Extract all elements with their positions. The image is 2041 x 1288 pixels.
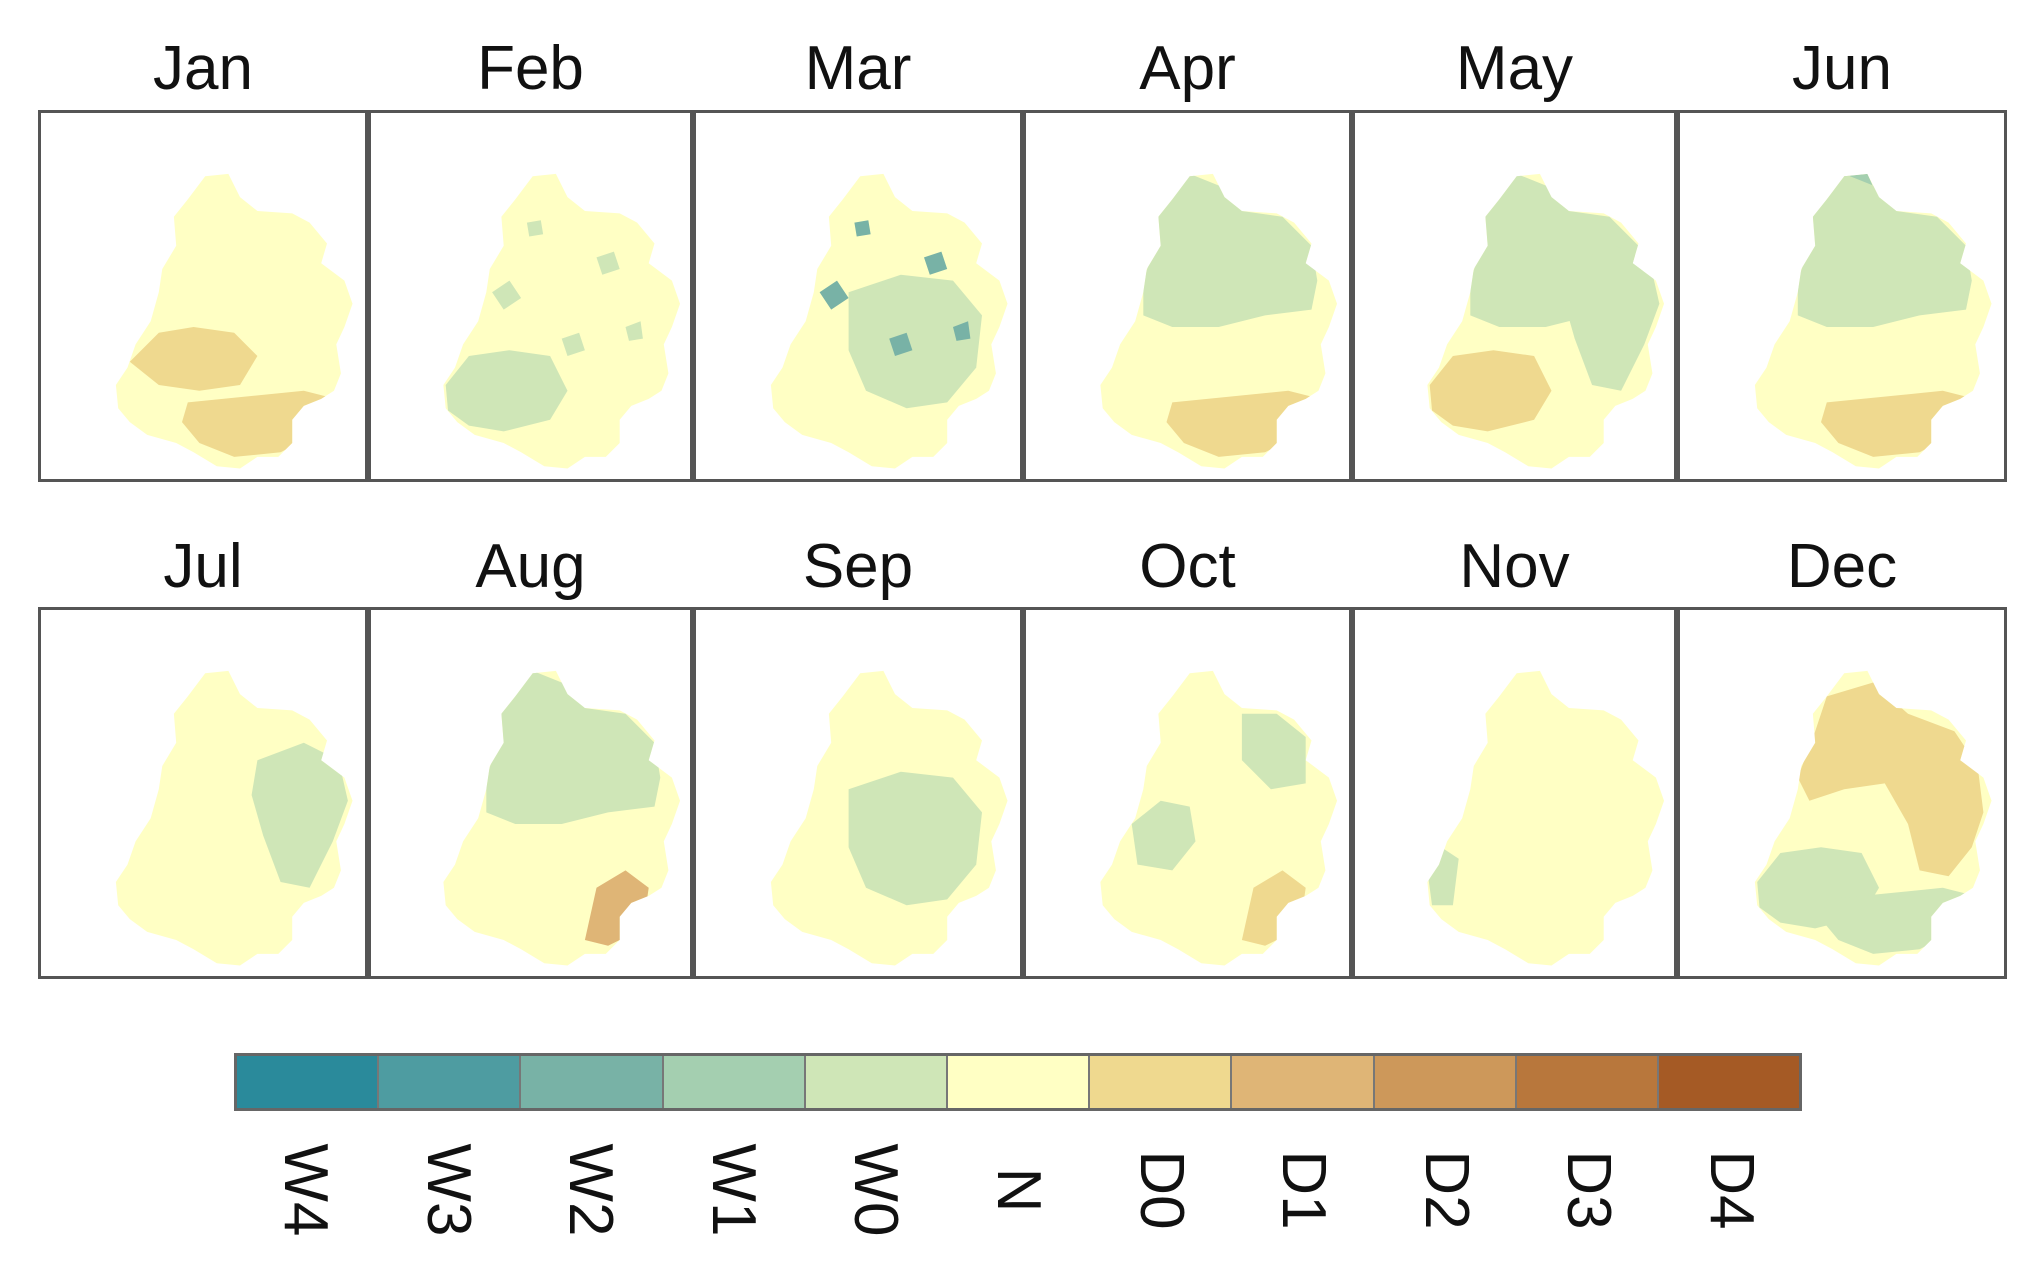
legend-swatch-d4	[1658, 1056, 1800, 1108]
legend-swatch-d1	[1232, 1056, 1375, 1108]
legend-label-w0: W0	[841, 1143, 911, 1237]
region-w0-may-1	[1563, 245, 1660, 391]
map-panel-may	[1352, 110, 1677, 482]
basin-map-oct	[1100, 670, 1338, 966]
region-w0-jun-1	[1797, 173, 1972, 327]
map-panel-feb	[368, 110, 693, 482]
month-title-aug: Aug	[475, 532, 586, 601]
basin-map-jun	[1754, 173, 1992, 469]
legend-swatch-w3	[379, 1056, 522, 1108]
map-panel-aug	[368, 607, 693, 979]
month-title-feb: Feb	[477, 34, 584, 103]
legend-label-d2: D2	[1411, 1150, 1481, 1230]
legend-label-d0: D0	[1126, 1150, 1196, 1230]
legend-label-w3: W3	[413, 1143, 483, 1237]
legend-label-n: N	[984, 1167, 1053, 1213]
legend-label-w1: W1	[698, 1143, 768, 1237]
map-panel-oct	[1023, 607, 1352, 979]
region-w0-sep-0	[848, 771, 982, 906]
month-title-apr: Apr	[1139, 34, 1236, 103]
legend-label-d4: D4	[1696, 1150, 1766, 1230]
month-title-nov: Nov	[1459, 532, 1570, 601]
month-title-jun: Jun	[1792, 34, 1892, 103]
map-panel-jan	[38, 110, 368, 482]
basin-map-apr	[1100, 173, 1338, 469]
region-d0-jan-0	[129, 327, 258, 391]
region-d0-may-2	[1429, 350, 1552, 432]
basin-map-jul	[115, 670, 353, 966]
legend-swatch-w2	[521, 1056, 664, 1108]
basin-map-mar	[770, 173, 1008, 469]
legend-swatch-n	[947, 1056, 1091, 1108]
map-panel-mar	[693, 110, 1023, 482]
map-panel-jul	[38, 607, 368, 979]
basin-map-dec	[1754, 670, 1992, 966]
region-d0-apr-1	[1166, 390, 1312, 457]
region-d0-jun-2	[1821, 390, 1966, 457]
basin-map-may	[1427, 173, 1665, 469]
region-w0-jul-0	[251, 742, 348, 888]
month-title-oct: Oct	[1139, 532, 1236, 601]
map-panel-dec	[1677, 607, 2007, 979]
month-title-jul: Jul	[163, 532, 243, 601]
legend-swatch-w0	[805, 1056, 948, 1108]
map-panel-jun	[1677, 110, 2007, 482]
region-w0-aug-0	[486, 670, 661, 824]
map-panel-sep	[693, 607, 1023, 979]
region-w0-feb-0	[445, 350, 568, 432]
legend-swatch-w4	[237, 1056, 380, 1108]
legend-color-bar	[234, 1053, 1802, 1111]
month-title-jan: Jan	[153, 34, 253, 103]
region-d0-jan-1	[182, 390, 327, 457]
month-title-dec: Dec	[1786, 532, 1898, 601]
legend-label-d3: D3	[1554, 1150, 1624, 1230]
legend-swatch-d2	[1374, 1056, 1517, 1108]
region-w0-oct-0	[1131, 800, 1196, 871]
basin-map-sep	[770, 670, 1008, 966]
legend-swatch-d3	[1516, 1056, 1659, 1108]
map-panel-apr	[1023, 110, 1352, 482]
basin-map-aug	[443, 670, 681, 966]
region-w0-apr-0	[1143, 173, 1318, 327]
region-w0-oct-1	[1241, 713, 1306, 790]
map-panel-nov	[1352, 607, 1677, 979]
basin-area-nov	[1427, 670, 1665, 966]
region-w0-dec-2	[1821, 887, 1966, 954]
month-title-mar: Mar	[804, 34, 912, 103]
basin-area-jul	[115, 670, 353, 966]
region-d0-dec-0	[1797, 682, 1984, 877]
basin-area-oct	[1100, 670, 1338, 966]
legend-swatch-d0	[1090, 1056, 1233, 1108]
legend-label-w2: W2	[556, 1143, 626, 1237]
legend-label-w4: W4	[271, 1143, 341, 1237]
basin-map-jan	[115, 173, 353, 469]
month-title-sep: Sep	[802, 532, 914, 601]
legend-swatch-w1	[663, 1056, 806, 1108]
month-title-may: May	[1455, 34, 1574, 103]
basin-map-feb	[443, 173, 681, 469]
region-w0-mar-0	[848, 274, 982, 409]
legend-label-d1: D1	[1269, 1150, 1339, 1230]
basin-map-nov	[1427, 670, 1665, 966]
